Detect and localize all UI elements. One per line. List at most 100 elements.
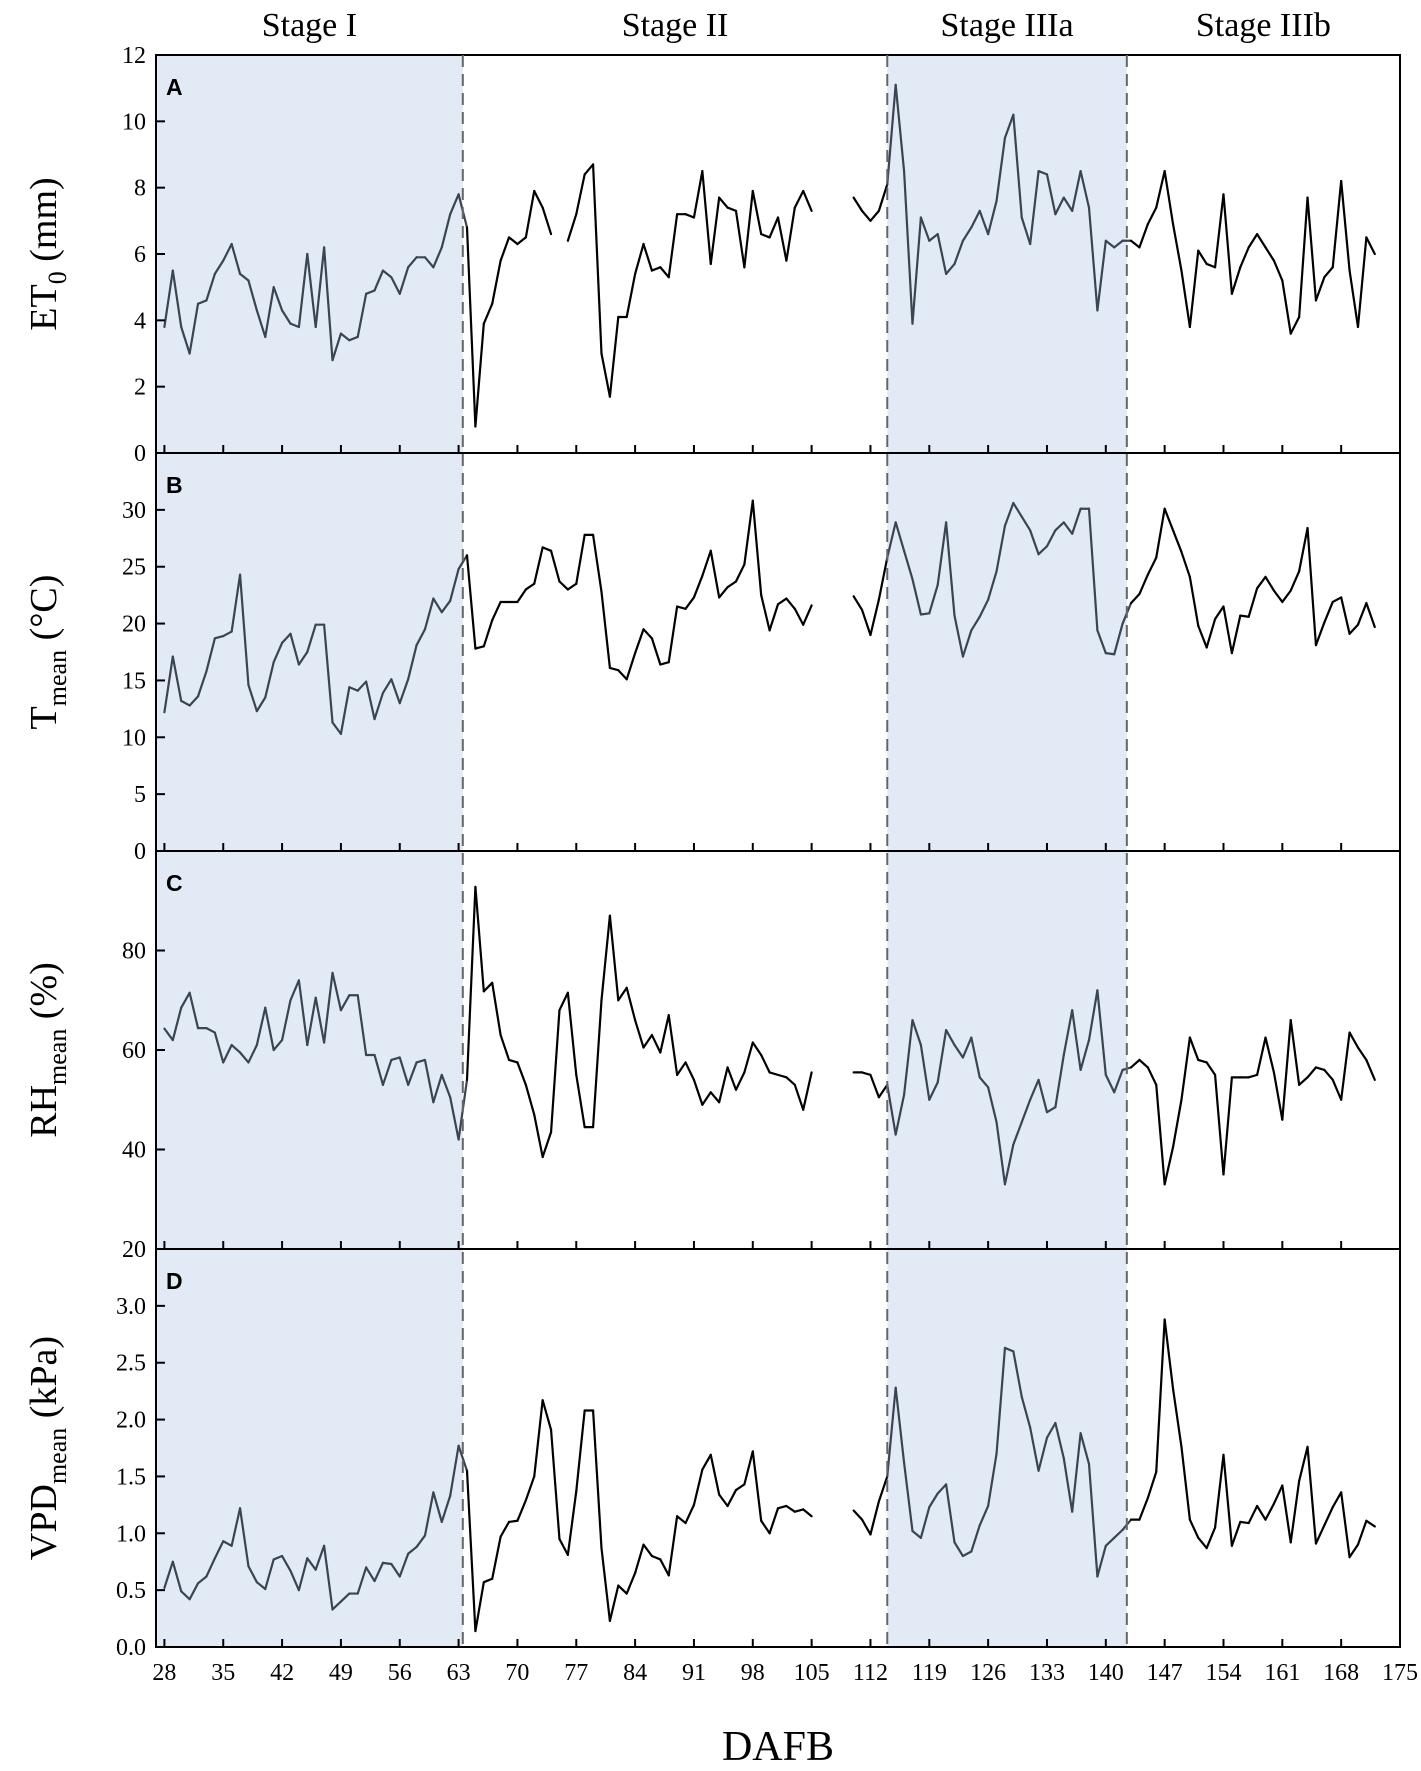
shaded-stage-1 — [156, 851, 463, 1249]
series-line-segment — [659, 1014, 670, 1054]
series-line-segment — [516, 1061, 527, 1086]
series-line-segment — [860, 209, 872, 222]
series-line-segment — [449, 1444, 460, 1497]
x-tick-label: 161 — [1264, 1660, 1300, 1686]
series-line-segment — [533, 1113, 544, 1159]
series-line-segment — [1340, 1491, 1351, 1559]
series-line-segment — [163, 1027, 174, 1042]
series-line-segment — [280, 999, 292, 1042]
series-line-segment — [692, 169, 704, 219]
series-line-segment — [1306, 196, 1318, 302]
series-line-segment — [1079, 1038, 1091, 1072]
x-tick-label: 56 — [388, 1660, 412, 1686]
series-line-segment — [1222, 1453, 1233, 1547]
series-line-segment — [1104, 239, 1116, 249]
y-tick-label: 0 — [134, 839, 146, 865]
series-line-segment — [381, 269, 393, 279]
series-line-segment — [869, 1500, 880, 1536]
series-line-segment — [776, 1073, 788, 1079]
series-line-segment — [676, 605, 687, 610]
series-line-segment — [877, 183, 889, 212]
series-line-segment — [886, 521, 897, 559]
series-line-segment — [297, 979, 309, 1047]
series-line-segment — [432, 597, 443, 614]
series-line-segment — [701, 1091, 712, 1106]
series-line-segment — [743, 189, 754, 269]
y-tick-label: 10 — [122, 109, 146, 135]
series-line-segment — [373, 269, 385, 292]
series-line-segment — [1045, 1421, 1057, 1439]
series-line-segment — [608, 666, 620, 672]
series-line-segment — [331, 1600, 343, 1611]
series-line-segment — [499, 1033, 511, 1062]
series-line-segment — [390, 1562, 401, 1578]
series-line-segment — [743, 499, 754, 566]
series-line-segment — [734, 209, 746, 269]
series-line-segment — [440, 213, 452, 249]
series-line-segment — [928, 1492, 939, 1509]
series-line-segment — [676, 1515, 687, 1525]
series-line-segment — [1323, 600, 1334, 624]
series-line-segment — [255, 1581, 267, 1591]
y-axis-title: RHmean (%) — [23, 962, 72, 1138]
series-line-segment — [575, 173, 586, 216]
series-line-segment — [365, 289, 376, 295]
series-line-segment — [911, 1019, 922, 1047]
series-line-segment — [205, 272, 216, 302]
series-line-segment — [692, 574, 704, 599]
series-line-segment — [1020, 1395, 1032, 1429]
series-line-segment — [1171, 529, 1183, 554]
series-line-segment — [533, 546, 544, 585]
series-line-segment — [482, 981, 494, 993]
series-line-segment — [1272, 1071, 1284, 1121]
series-line-segment — [995, 136, 1007, 203]
series-line-segment — [272, 1038, 284, 1052]
series-line-segment — [793, 1508, 805, 1513]
series-line-segment — [575, 533, 586, 585]
series-line-segment — [886, 1083, 897, 1136]
y-tick-label: 20 — [122, 1237, 146, 1263]
series-line-segment — [1012, 113, 1023, 219]
series-line-segment — [205, 1027, 216, 1034]
series-line-segment — [1062, 521, 1074, 535]
series-line-segment — [1331, 179, 1343, 269]
series-line-segment — [407, 256, 418, 269]
series-line-segment — [718, 586, 729, 599]
series-line-segment — [415, 628, 427, 647]
series-line-segment — [659, 661, 670, 666]
series-line-segment — [1113, 239, 1124, 249]
series-line-segment — [877, 556, 889, 601]
series-line-segment — [541, 1130, 553, 1159]
series-line-segment — [1155, 1318, 1166, 1473]
series-line-segment — [1306, 526, 1318, 647]
series-line-segment — [776, 216, 788, 262]
series-line-segment — [1045, 529, 1057, 548]
series-line-segment — [600, 352, 611, 398]
series-line-segment — [1289, 1479, 1301, 1544]
x-tick-label: 112 — [853, 1660, 888, 1686]
series-line-segment — [1171, 1387, 1183, 1448]
series-line-segment — [1314, 621, 1326, 647]
series-line-segment — [785, 1076, 796, 1086]
series-line-segment — [213, 259, 225, 275]
series-line-segment — [1020, 216, 1032, 246]
series-line-segment — [1281, 589, 1292, 604]
y-tick-label: 0.5 — [116, 1578, 146, 1604]
series-line-segment — [549, 549, 561, 583]
series-line-segment — [928, 583, 939, 615]
series-line-segment — [1281, 1484, 1292, 1544]
series-line-segment — [188, 302, 200, 355]
series-line-segment — [1348, 269, 1360, 329]
series-line-segment — [432, 1073, 443, 1104]
series-line-segment — [902, 549, 914, 581]
series-line-segment — [667, 1515, 679, 1577]
series-line-segment — [945, 521, 956, 617]
series-line-segment — [238, 1507, 250, 1568]
series-line-segment — [734, 1483, 746, 1492]
series-line-segment — [507, 1058, 519, 1064]
x-tick-label: 105 — [794, 1660, 830, 1686]
series-line-segment — [785, 1504, 796, 1513]
series-line-segment — [1323, 266, 1334, 279]
y-tick-label: 12 — [122, 43, 146, 69]
